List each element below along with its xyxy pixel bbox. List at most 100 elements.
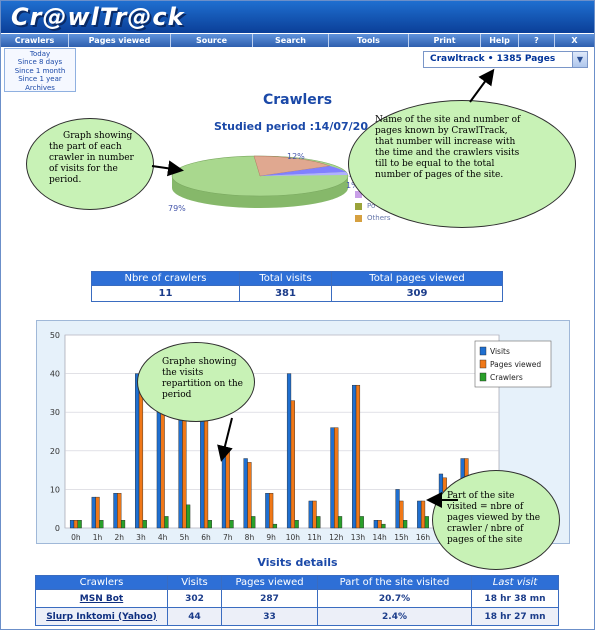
legend-swatch [355,214,362,222]
menu-close[interactable]: X [571,36,578,45]
bar-crawlers [337,516,343,529]
x-tick-label: 0h [71,533,81,542]
bar-visits [135,373,140,529]
callout-part-visited: Part of the site visited = nbre of pages… [432,470,560,570]
legend-swatch [355,190,362,198]
bar-crawlers [424,516,429,529]
legend-swatch [479,346,487,356]
x-tick-label: 2h [114,533,124,542]
crawler-name-link[interactable]: MSN Bot [35,589,168,608]
bar-crawlers [272,523,278,529]
site-select[interactable]: Crawltrack • 1385 Pages ▼ [423,51,588,68]
cell-pages: 33 [221,607,318,626]
col-pages-viewed[interactable]: Pages viewed [221,575,318,590]
cell-part: 2.4% [317,607,472,626]
menu-source[interactable]: Source [171,34,253,47]
chevron-down-icon[interactable]: ▼ [572,52,587,67]
col-part-visited[interactable]: Part of the site visited [317,575,472,590]
x-tick-label: 13h [351,533,366,542]
period-selector: Today Since 8 days Since 1 month Since 1… [4,48,76,92]
legend-swatch [355,202,362,210]
period-1-year[interactable]: Since 1 year [18,75,62,84]
pie-slice-12 [253,155,331,177]
pie-legend: Po Others [355,188,391,224]
details-table: Crawlers Visits Pages viewed Part of the… [35,575,559,626]
menu-tools[interactable]: Tools [329,34,409,47]
x-tick-label: 1h [93,533,103,542]
header-nbre-crawlers: Nbre of crawlers [91,271,240,286]
menu-help[interactable]: Help [481,34,519,47]
x-tick-label: 7h [223,533,233,542]
period-1-month[interactable]: Since 1 month [14,66,66,75]
legend-label: Others [367,214,391,222]
pie-slice-1a [260,172,348,176]
y-tick-label: 50 [50,331,60,340]
value-nbre-crawlers: 11 [91,285,240,302]
bar-visits [308,500,313,529]
bar-crawlers [251,516,256,529]
plot-area [64,334,500,529]
pie-label-79: 79% [168,204,186,213]
pie-label-1b: 1% [346,181,359,190]
bar-visits [373,520,378,529]
bar-visits [330,427,335,529]
pie-label-12: 12% [287,152,305,161]
studied-period: Studied period :14/07/20 [214,120,368,133]
legend-swatch [479,372,487,382]
bar-visits [69,520,75,529]
y-tick-label: 30 [50,408,60,417]
crawler-name-link[interactable]: Slurp Inktomi (Yahoo) [35,607,168,626]
period-archives[interactable]: Archives [25,83,55,92]
period-8-days[interactable]: Since 8 days [17,58,63,67]
x-tick-label: 9h [266,533,276,542]
y-tick-label: 0 [55,524,60,533]
menu-pages-viewed[interactable]: Pages viewed [69,34,171,47]
menu-question[interactable]: ? [519,34,555,47]
cell-last-visit: 18 hr 27 mn [471,607,559,626]
bar-visits [113,493,118,529]
menu-print[interactable]: Print [409,34,481,47]
bar-legend [474,340,552,388]
bar-pages-viewed [290,400,295,529]
col-crawlers[interactable]: Crawlers [35,575,168,590]
bar-visits [352,384,357,529]
bar-crawlers [207,520,212,529]
x-tick-label: 10h [286,533,301,542]
bar-crawlers [120,520,126,529]
x-tick-label: 15h [394,533,409,542]
callout-site: Name of the site and number of pages kno… [348,100,576,228]
bar-pages-viewed [420,500,426,529]
summary-table: Nbre of crawlers Total visits Total page… [91,271,503,302]
legend-label: Crawlers [490,373,523,382]
menu-crawlers[interactable]: Crawlers [1,34,69,47]
bar-crawlers [294,520,299,529]
bar-crawlers [186,504,191,529]
bar-chart-canvas: 0 10 20 30 40 50 0h 1h 2h 3h 4h 5h 6h 7h 8h 9h 10h 11h 12h… [50,331,552,542]
bar-crawlers [403,520,408,529]
x-tick-label: 8h [245,533,255,542]
site-select-value: Crawltrack • 1385 Pages [430,54,556,64]
col-visits[interactable]: Visits [167,575,222,590]
bar-crawlers [142,520,147,529]
y-tick-label: 10 [50,485,60,494]
col-last-visit[interactable]: Last visit [471,575,559,590]
cell-part: 20.7% [317,589,472,608]
bar-crawlers [316,516,321,529]
crawltrack-logo: Cr@wlTr@ck [11,3,185,31]
cell-visits: 44 [167,607,222,626]
legend-label: Visits [490,347,510,356]
bar-crawlers [77,520,82,529]
value-total-pages: 309 [331,285,503,302]
main-menu: Crawlers Pages viewed Source Search Tool… [1,34,594,47]
bar-crawlers [99,520,104,529]
y-tick-label: 20 [50,447,60,456]
bar-crawlers [229,520,234,529]
details-title: Visits details [257,556,338,569]
value-total-visits: 381 [239,285,332,302]
menu-search[interactable]: Search [253,34,329,47]
bar-pages-viewed [399,500,404,529]
period-today[interactable]: Today [29,50,51,58]
page-title: Crawlers [262,92,333,108]
bar-pages-viewed [73,520,78,529]
bar-visits [91,496,96,529]
